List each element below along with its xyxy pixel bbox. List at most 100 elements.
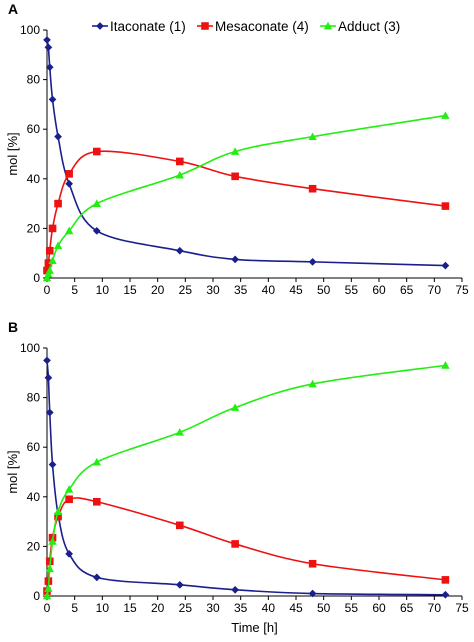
data-point-mesaconate <box>231 540 239 548</box>
data-point-adduct <box>42 591 52 600</box>
data-point-adduct <box>308 132 317 140</box>
legend: Itaconate (1) Mesaconate (4) Adduct (3) <box>92 19 400 34</box>
y-axis-title: mol [%] <box>5 450 20 493</box>
chart-panel-b: B 0 20 40 60 80 100 0 5 10 15 20 25 30 35 40 45 50 55 60 65 7… <box>5 319 469 635</box>
legend-label-itaconate: Itaconate (1) <box>110 19 186 34</box>
x-tick-label: 50 <box>317 283 331 297</box>
y-tick-label: 100 <box>20 23 40 37</box>
x-tick-label: 45 <box>289 283 303 297</box>
x-tick-label: 35 <box>234 601 248 615</box>
x-tick-label: 5 <box>71 601 78 615</box>
x-tick-label: 50 <box>317 601 331 615</box>
x-tick-label: 45 <box>289 601 303 615</box>
x-tick-label: 15 <box>123 601 137 615</box>
x-tick-label: 60 <box>372 283 386 297</box>
legend-label-adduct: Adduct (3) <box>338 19 400 34</box>
data-point-itaconate <box>48 95 57 104</box>
x-tick-label: 25 <box>179 601 193 615</box>
x-tick-label: 65 <box>400 601 414 615</box>
legend-marker-mesaconate <box>201 22 209 30</box>
chart-panel-a: A 0 20 40 60 80 100 0 5 10 15 20 25 30 35 40 45 50 55 60 65 7… <box>5 1 469 297</box>
data-point-mesaconate <box>48 224 57 233</box>
legend-marker-itaconate <box>96 22 104 30</box>
y-tick-label: 60 <box>27 440 41 454</box>
series-line-mesaconate <box>46 497 446 592</box>
data-point-adduct <box>53 507 63 516</box>
data-point-adduct <box>92 457 101 466</box>
data-point-adduct <box>64 226 74 235</box>
x-tick-label: 30 <box>206 283 220 297</box>
data-point-adduct <box>45 564 54 573</box>
data-point-mesaconate <box>308 559 317 568</box>
y-tick-label: 40 <box>27 490 41 504</box>
x-tick-label: 60 <box>372 601 386 615</box>
x-tick-label: 70 <box>428 283 442 297</box>
y-tick-label: 20 <box>27 539 41 553</box>
data-point-itaconate <box>45 63 54 72</box>
data-point-adduct <box>44 584 53 592</box>
panel-label: A <box>8 1 18 17</box>
data-point-mesaconate <box>44 259 53 267</box>
data-point-itaconate <box>175 580 184 589</box>
data-point-itaconate <box>308 589 317 598</box>
data-point-adduct <box>230 403 240 411</box>
data-point-itaconate <box>65 549 74 558</box>
panel-label: B <box>8 319 18 335</box>
x-tick-label: 65 <box>400 283 414 297</box>
data-point-mesaconate <box>308 184 317 193</box>
data-point-itaconate <box>65 179 74 188</box>
data-point-adduct <box>175 170 184 179</box>
x-tick-label: 75 <box>455 601 469 615</box>
data-point-adduct <box>230 147 240 155</box>
x-tick-label: 5 <box>71 283 78 297</box>
x-tick-label: 40 <box>262 601 276 615</box>
data-point-itaconate <box>43 35 51 44</box>
data-point-adduct <box>441 111 450 119</box>
data-point-adduct <box>53 241 63 250</box>
x-axis-title: Time [h] <box>231 620 277 635</box>
data-point-mesaconate <box>93 497 101 506</box>
series-line-itaconate <box>46 39 446 267</box>
x-tick-label: 70 <box>428 601 442 615</box>
data-point-mesaconate <box>54 512 62 521</box>
x-tick-label: 55 <box>345 283 359 297</box>
legend-label-mesaconate: Mesaconate (4) <box>215 19 309 34</box>
data-point-adduct <box>308 379 317 388</box>
data-point-itaconate <box>92 573 101 582</box>
data-point-itaconate <box>45 408 54 417</box>
series-line-adduct <box>46 114 446 279</box>
y-tick-label: 20 <box>27 221 41 235</box>
y-tick-label: 0 <box>33 271 40 285</box>
data-point-itaconate <box>44 373 53 382</box>
data-point-itaconate <box>48 460 57 469</box>
x-tick-label: 75 <box>455 283 469 297</box>
data-point-itaconate <box>44 43 53 52</box>
data-point-mesaconate <box>176 521 184 530</box>
x-tick-label: 0 <box>44 601 51 615</box>
data-point-adduct <box>92 199 101 207</box>
y-tick-label: 60 <box>27 122 41 136</box>
data-point-itaconate <box>441 590 450 599</box>
data-point-itaconate <box>92 226 101 235</box>
x-tick-label: 35 <box>234 283 248 297</box>
data-point-itaconate <box>54 132 63 141</box>
data-point-itaconate <box>231 585 240 594</box>
data-point-itaconate <box>231 255 240 264</box>
data-point-adduct <box>64 485 74 493</box>
x-tick-label: 30 <box>206 601 220 615</box>
y-tick-label: 0 <box>33 589 40 603</box>
data-point-mesaconate <box>441 202 450 210</box>
x-tick-label: 25 <box>179 283 193 297</box>
y-tick-label: 100 <box>20 341 40 355</box>
data-point-mesaconate <box>45 246 54 255</box>
y-tick-label: 80 <box>27 391 41 405</box>
data-point-mesaconate <box>65 495 73 504</box>
series-line-mesaconate <box>46 150 446 271</box>
data-point-mesaconate <box>54 199 62 208</box>
x-tick-label: 40 <box>262 283 276 297</box>
data-point-mesaconate <box>43 266 51 275</box>
x-tick-label: 15 <box>123 283 137 297</box>
x-tick-label: 10 <box>96 283 110 297</box>
x-tick-label: 20 <box>151 283 165 297</box>
